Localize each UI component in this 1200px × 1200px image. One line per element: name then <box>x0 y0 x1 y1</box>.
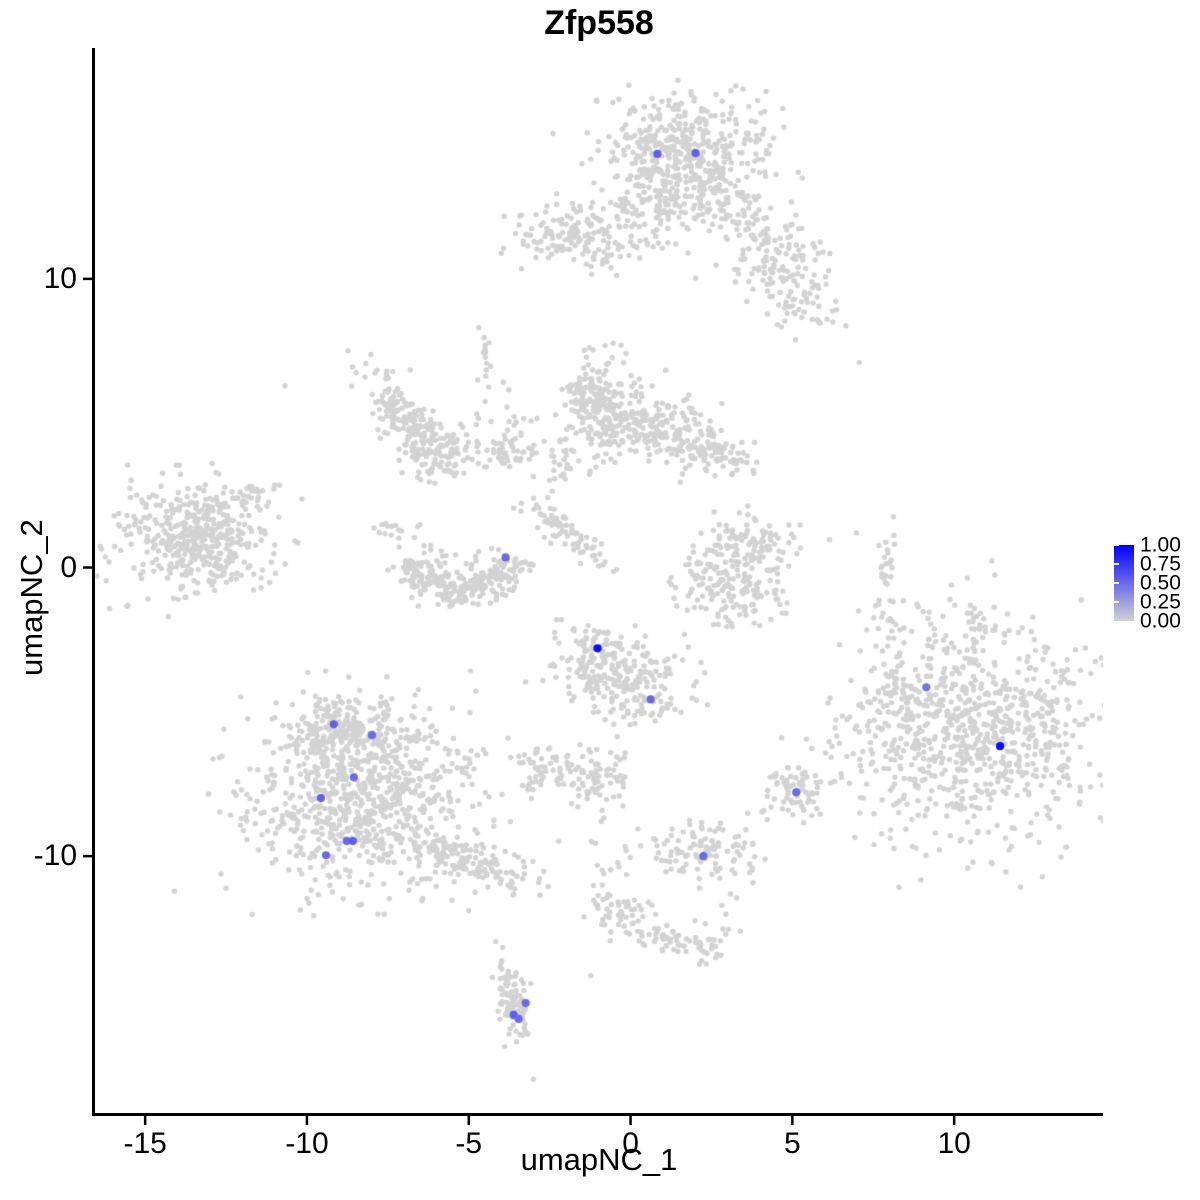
x-tick-label: -5 <box>455 1127 483 1160</box>
x-tick-label: -15 <box>123 1127 167 1160</box>
x-tick-label: -10 <box>285 1127 329 1160</box>
legend-tick-label: 0.00 <box>1140 609 1181 633</box>
legend-tick-label: 0.75 <box>1140 552 1181 576</box>
y-tick-label: 0 <box>60 550 77 584</box>
legend-tick-notch <box>1114 563 1119 565</box>
legend-tick-label: 0.50 <box>1140 571 1181 595</box>
legend-tick-notch <box>1114 601 1119 603</box>
y-axis-title: umapNC_2 <box>14 518 49 676</box>
x-tick-label: 0 <box>622 1127 639 1160</box>
legend-tick-label: 1.00 <box>1140 533 1181 557</box>
legend-gradient-bar <box>1114 545 1134 621</box>
legend-tick-notch <box>1114 544 1119 546</box>
x-tick-label: 10 <box>937 1127 971 1160</box>
x-tick-label: 5 <box>784 1127 801 1160</box>
x-axis-title: umapNC_1 <box>520 1142 678 1177</box>
y-tick-label: -10 <box>33 839 77 873</box>
y-tick-label: 10 <box>43 261 77 295</box>
legend-tick-notch <box>1114 582 1119 584</box>
legend-tick-label: 0.25 <box>1140 590 1181 614</box>
